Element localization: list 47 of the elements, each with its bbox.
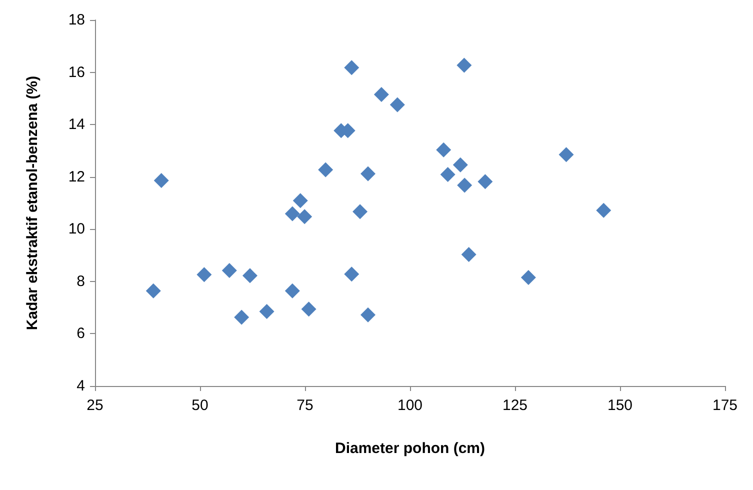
point	[596, 202, 612, 218]
point	[558, 147, 574, 162]
point	[301, 302, 316, 317]
point	[242, 268, 258, 284]
point	[259, 304, 274, 319]
point	[457, 178, 472, 193]
y-tick-label: 18	[68, 12, 85, 28]
y-axis-title: Kadar ekstraktif etanol-benzena (%)	[24, 76, 41, 330]
point	[154, 173, 169, 188]
x-tick-label: 25	[86, 397, 104, 414]
point	[344, 60, 360, 76]
x-tick-label: 50	[192, 397, 208, 414]
point	[461, 247, 476, 262]
x-axis-title: Diameter pohon (cm)	[334, 440, 486, 457]
y-tick-label: 6	[76, 325, 85, 342]
x-tick-label: 100	[397, 397, 423, 414]
point	[390, 97, 405, 112]
point	[284, 206, 300, 222]
x-tick-label: 75	[296, 397, 314, 414]
y-tick-label: 14	[68, 116, 85, 134]
point	[360, 166, 376, 182]
y-tick-label: 4	[76, 378, 85, 394]
x-tick-label: 175	[712, 397, 738, 414]
point	[292, 193, 308, 208]
point	[456, 58, 472, 73]
point	[440, 167, 456, 182]
point	[436, 142, 452, 158]
x-tick-label: 125	[502, 397, 528, 414]
y-tick-label: 12	[68, 168, 85, 186]
point	[344, 266, 360, 282]
point	[297, 209, 312, 224]
point	[374, 87, 389, 102]
point	[452, 157, 468, 172]
y-tick-label: 10	[68, 220, 85, 238]
y-tick-label: 16	[68, 64, 85, 81]
point	[360, 307, 376, 322]
y-tick-label: 8	[76, 272, 85, 290]
point	[352, 204, 368, 220]
point	[284, 283, 300, 298]
point	[196, 267, 212, 282]
point	[146, 283, 161, 298]
point	[234, 310, 250, 325]
point	[222, 262, 237, 278]
point	[318, 162, 334, 178]
point	[478, 174, 493, 190]
x-tick-label: 150	[607, 397, 633, 414]
point	[520, 270, 536, 286]
